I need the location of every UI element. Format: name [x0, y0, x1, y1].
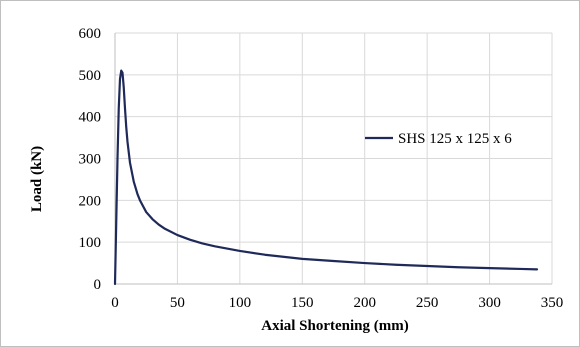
series-line [113, 69, 539, 286]
y-tick-label: 200 [79, 193, 102, 209]
x-tick-label: 350 [541, 295, 564, 311]
y-tick-label: 500 [79, 68, 102, 84]
x-tick-label: 50 [170, 295, 185, 311]
x-tick-label: 0 [111, 295, 119, 311]
y-tick-label: 300 [79, 152, 102, 168]
x-tick-label: 200 [353, 295, 376, 311]
x-tick-label: 250 [416, 295, 439, 311]
legend-label: SHS 125 x 125 x 6 [398, 131, 512, 147]
series-layer [113, 69, 539, 286]
legend: SHS 125 x 125 x 6 [365, 131, 512, 147]
y-tick-label: 400 [79, 110, 102, 126]
y-tick-label: 600 [79, 26, 102, 42]
y-tick-label: 0 [94, 277, 102, 293]
tick-labels: 0 50 100 150 200 250 300 350 0 100 200 300 400 500 600 [79, 26, 564, 311]
x-tick-label: 150 [291, 295, 314, 311]
y-tick-label: 100 [79, 235, 102, 251]
x-tick-label: 100 [229, 295, 252, 311]
x-axis-title: Axial Shortening (mm) [261, 318, 409, 334]
x-tick-label: 300 [478, 295, 501, 311]
y-axis-title: Load (kN) [29, 146, 45, 212]
grid [115, 32, 553, 284]
